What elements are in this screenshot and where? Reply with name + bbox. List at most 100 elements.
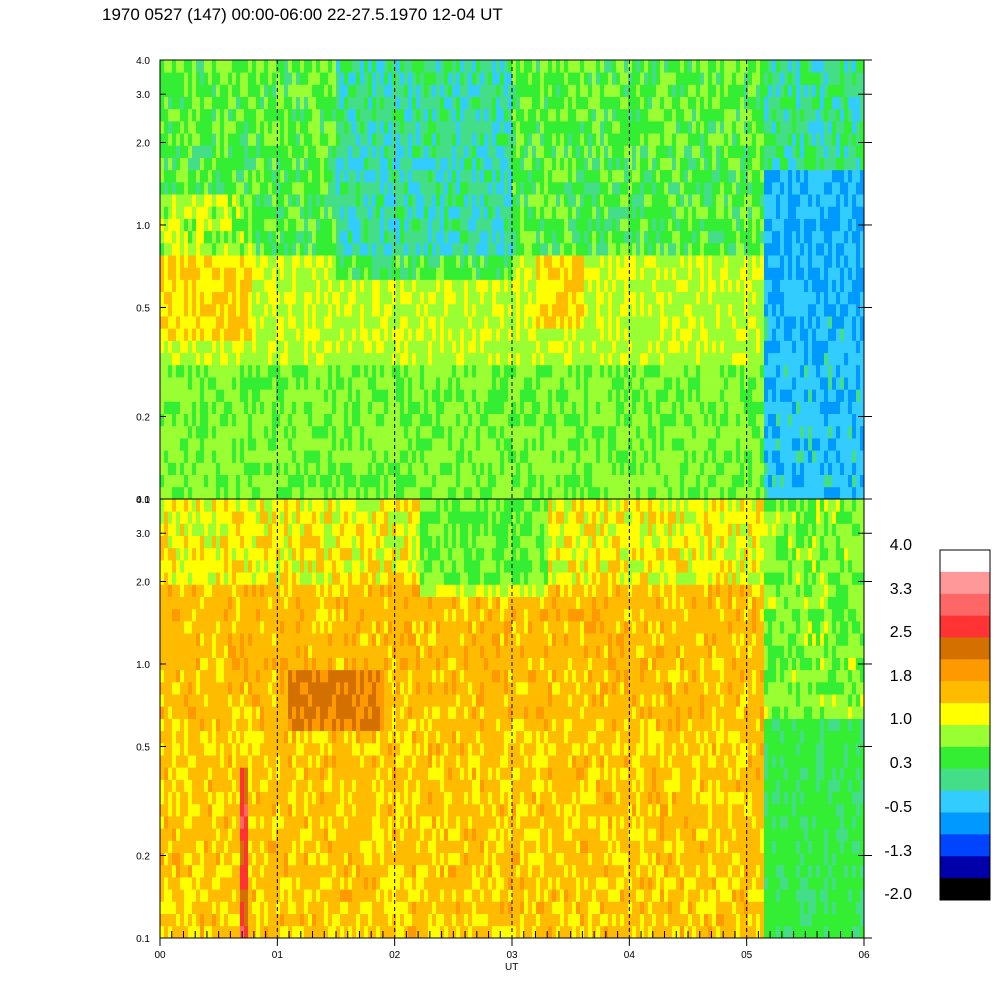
heatmap-cell bbox=[456, 206, 461, 219]
heatmap-cell bbox=[596, 218, 601, 232]
heatmap-cell bbox=[712, 242, 717, 256]
heatmap-cell bbox=[232, 267, 237, 280]
heatmap-cell bbox=[564, 364, 569, 378]
heatmap-cell bbox=[340, 218, 345, 232]
heatmap-cell bbox=[576, 328, 581, 341]
heatmap-cell bbox=[164, 96, 169, 110]
heatmap-cell bbox=[356, 425, 361, 439]
heatmap-cell bbox=[288, 84, 293, 97]
heatmap-cell bbox=[472, 145, 477, 158]
heatmap-cell bbox=[224, 377, 229, 390]
heatmap-cell bbox=[576, 474, 581, 488]
heatmap-cell bbox=[332, 206, 337, 219]
heatmap-cell bbox=[340, 486, 345, 500]
heatmap-cell bbox=[640, 438, 645, 451]
heatmap-cell bbox=[552, 145, 557, 158]
heatmap-cell bbox=[292, 84, 297, 97]
heatmap-cell bbox=[604, 157, 609, 171]
heatmap-cell bbox=[196, 60, 201, 73]
heatmap-cell bbox=[220, 425, 225, 439]
heatmap-cell bbox=[452, 340, 457, 354]
heatmap-cell bbox=[304, 60, 309, 73]
heatmap-cell bbox=[516, 316, 521, 329]
heatmap-cell bbox=[304, 425, 309, 439]
heatmap-cell bbox=[384, 291, 389, 305]
heatmap-cell bbox=[520, 474, 525, 488]
heatmap-cell bbox=[216, 84, 221, 97]
heatmap-cell bbox=[712, 230, 717, 244]
heatmap-cell bbox=[424, 242, 429, 256]
heatmap-cell bbox=[348, 425, 353, 439]
heatmap-cell bbox=[660, 255, 665, 268]
heatmap-cell bbox=[472, 401, 477, 415]
heatmap-cell bbox=[624, 328, 629, 341]
heatmap-cell bbox=[308, 218, 313, 232]
heatmap-cell bbox=[352, 450, 357, 463]
heatmap-cell bbox=[600, 84, 605, 97]
heatmap-cell bbox=[172, 181, 177, 195]
heatmap-cell bbox=[252, 194, 257, 207]
heatmap-cell bbox=[392, 206, 397, 219]
heatmap-cell bbox=[300, 450, 305, 463]
heatmap-cell bbox=[712, 425, 717, 439]
heatmap-cell bbox=[236, 316, 241, 329]
heatmap-cell bbox=[612, 474, 617, 488]
heatmap-cell bbox=[212, 108, 217, 122]
heatmap-cell bbox=[636, 60, 641, 73]
heatmap-cell bbox=[244, 108, 249, 122]
heatmap-cell bbox=[616, 157, 621, 171]
heatmap-cell bbox=[308, 340, 313, 354]
heatmap-cell bbox=[628, 133, 633, 146]
heatmap-cell bbox=[496, 133, 501, 146]
heatmap-cell bbox=[684, 328, 689, 341]
heatmap-cell bbox=[420, 340, 425, 354]
heatmap-cell bbox=[580, 157, 585, 171]
heatmap-cell bbox=[220, 303, 225, 317]
heatmap-cell bbox=[400, 169, 405, 183]
heatmap-cell bbox=[624, 340, 629, 354]
heatmap-cell bbox=[600, 389, 605, 402]
heatmap-cell bbox=[332, 181, 337, 195]
heatmap-cell bbox=[624, 181, 629, 195]
heatmap-cell bbox=[440, 108, 445, 122]
heatmap-cell bbox=[256, 279, 261, 293]
heatmap-cell bbox=[692, 303, 697, 317]
heatmap-cell bbox=[200, 181, 205, 195]
heatmap-cell bbox=[556, 364, 561, 378]
heatmap-cell bbox=[660, 279, 665, 293]
heatmap-cell bbox=[300, 316, 305, 329]
heatmap-cell bbox=[324, 279, 329, 293]
heatmap-cell bbox=[180, 60, 185, 73]
heatmap-cell bbox=[404, 108, 409, 122]
heatmap-cell bbox=[292, 352, 297, 366]
heatmap-cell bbox=[384, 267, 389, 280]
heatmap-cell bbox=[328, 303, 333, 317]
heatmap-cell bbox=[308, 316, 313, 329]
heatmap-cell bbox=[180, 328, 185, 341]
heatmap-cell bbox=[420, 242, 425, 256]
heatmap-cell bbox=[652, 291, 657, 305]
heatmap-cell bbox=[672, 389, 677, 402]
heatmap-cell bbox=[360, 413, 365, 427]
heatmap-cell bbox=[384, 96, 389, 110]
heatmap-cell bbox=[276, 389, 281, 402]
heatmap-cell bbox=[288, 242, 293, 256]
heatmap-cell bbox=[324, 377, 329, 390]
heatmap-cell bbox=[248, 96, 253, 110]
heatmap-cell bbox=[436, 450, 441, 463]
heatmap-cell bbox=[208, 120, 213, 134]
heatmap-cell bbox=[316, 328, 321, 341]
heatmap-cell bbox=[408, 267, 413, 280]
heatmap-cell bbox=[648, 377, 653, 390]
heatmap-cell bbox=[512, 279, 517, 293]
heatmap-cell bbox=[244, 72, 249, 85]
heatmap-cell bbox=[356, 401, 361, 415]
heatmap-cell bbox=[216, 145, 221, 158]
heatmap-cell bbox=[588, 474, 593, 488]
heatmap-cell bbox=[588, 328, 593, 341]
heatmap-cell bbox=[628, 377, 633, 390]
heatmap-cell bbox=[620, 157, 625, 171]
heatmap-cell bbox=[212, 340, 217, 354]
heatmap-cell bbox=[316, 425, 321, 439]
heatmap-cell bbox=[472, 279, 477, 293]
